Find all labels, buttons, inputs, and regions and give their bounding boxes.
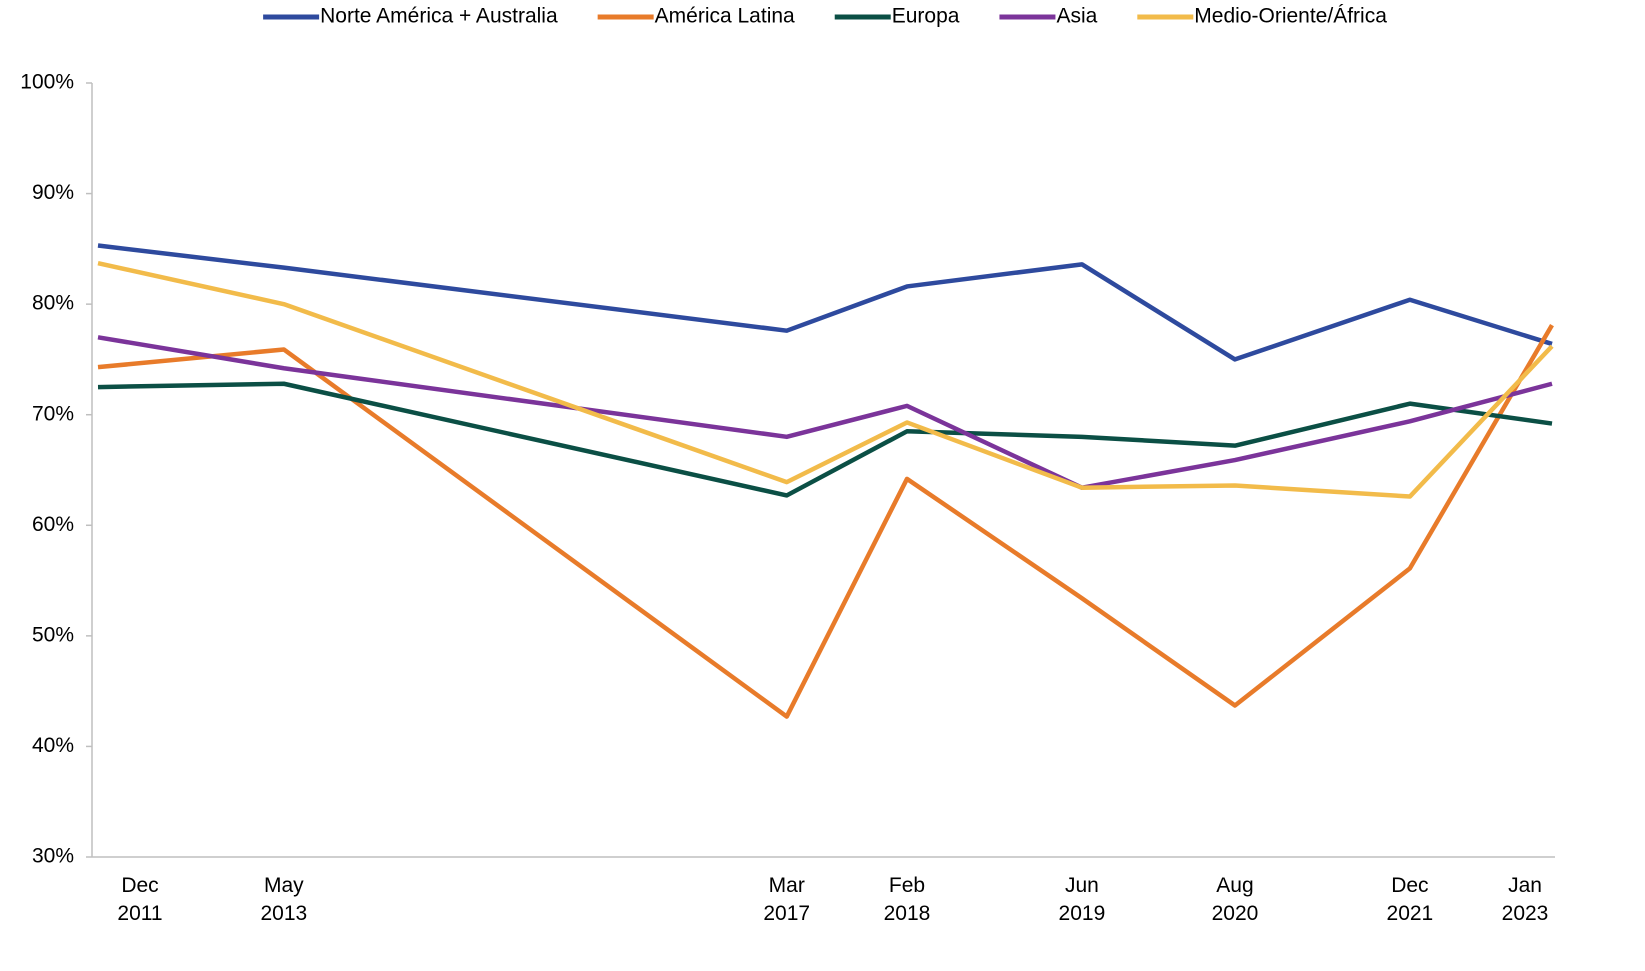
x-tick-label: Jan 2023 (1502, 874, 1549, 925)
series-line (97, 261, 1554, 499)
legend-label: América Latina (655, 5, 795, 28)
legend-label: Europa (892, 5, 960, 28)
x-tick-label: Jun 2019 (1059, 874, 1106, 925)
legend-label: Asia (1056, 5, 1097, 28)
series-line (97, 243, 1553, 362)
y-tick-label: 60% (32, 513, 74, 536)
y-tick-label: 80% (32, 292, 74, 315)
x-tick-label: Dec 2021 (1387, 874, 1434, 925)
series-line (97, 381, 1553, 498)
x-tick-label: Aug 2020 (1212, 874, 1259, 925)
x-tick-label: Feb 2018 (884, 874, 931, 925)
series-line (97, 324, 1554, 719)
y-tick-label: 90% (32, 181, 74, 204)
y-tick-label: 30% (32, 845, 74, 868)
y-tick-label: 100% (20, 71, 74, 94)
y-tick-label: 50% (32, 623, 74, 646)
legend: Norte América + Australia América Latina E… (263, 5, 1387, 28)
x-tick-label: Mar 2017 (763, 874, 810, 925)
legend-label: Norte América + Australia (320, 5, 558, 28)
series-line (97, 335, 1553, 490)
y-tick-label: 40% (32, 734, 74, 757)
legend-label: Medio-Oriente/África (1194, 5, 1387, 28)
y-tick-label: 70% (32, 402, 74, 425)
x-tick-label: May 2013 (260, 874, 307, 925)
x-tick-label: Dec 2011 (117, 874, 162, 925)
